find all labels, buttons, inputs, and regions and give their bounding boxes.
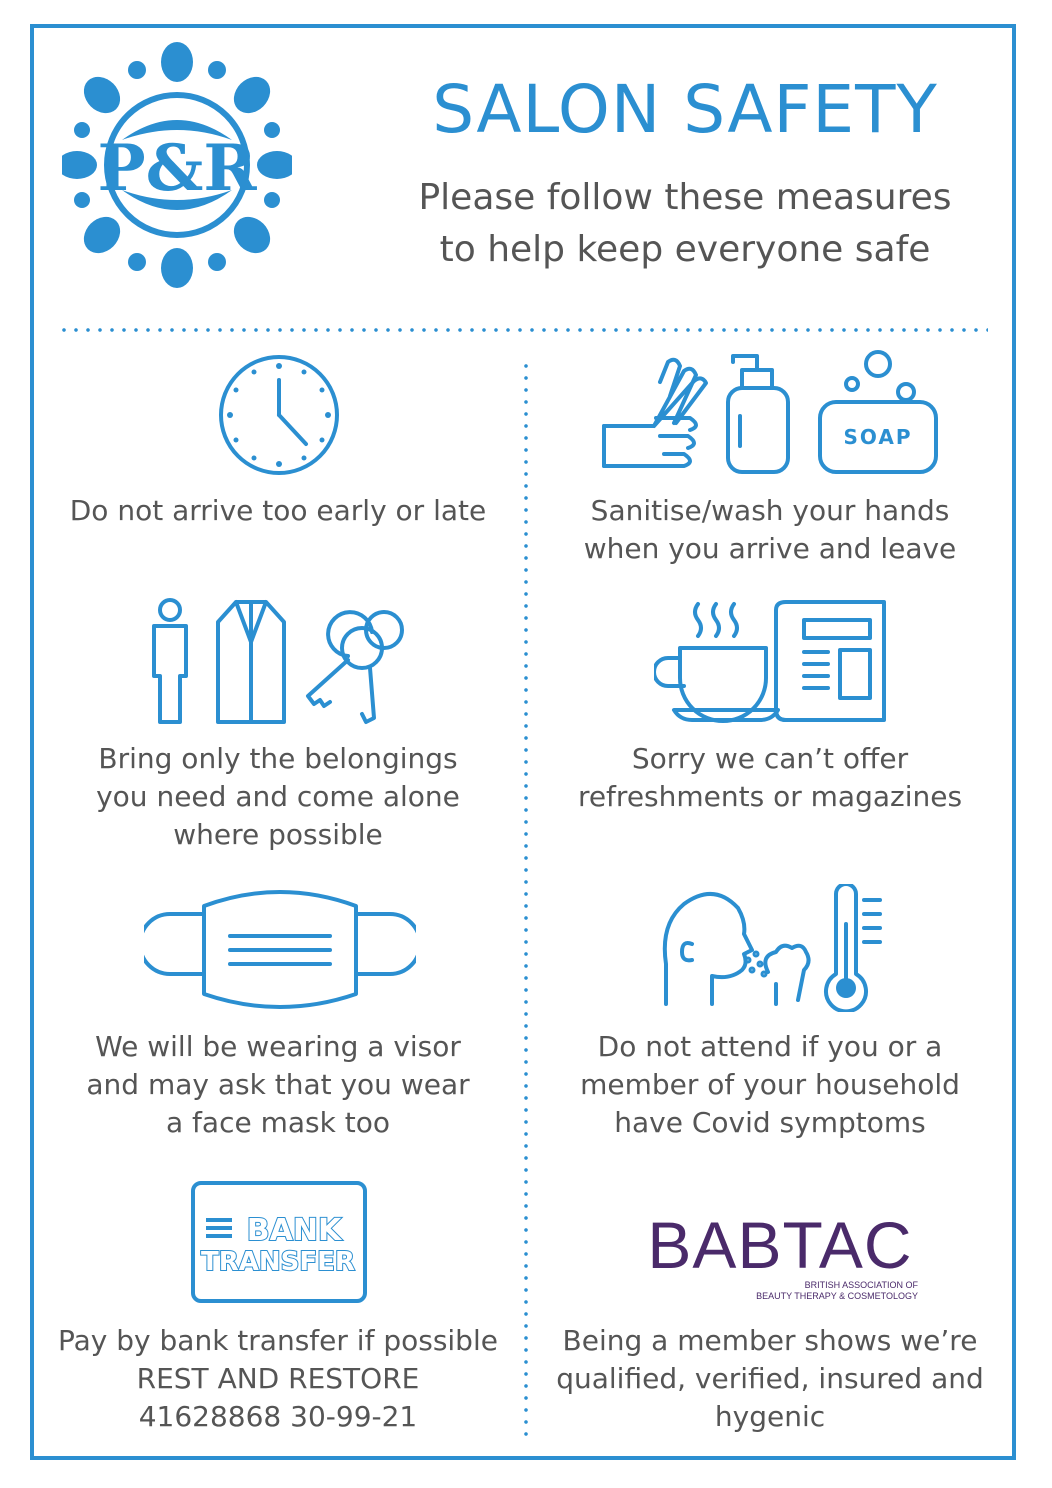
caption-line: REST AND RESTORE: [136, 1362, 420, 1395]
babtac-logo: BABTAC BRITISH ASSOCIATION OF BEAUTY THE…: [620, 1210, 940, 1310]
caption-line: We will be wearing a visor: [95, 1030, 461, 1063]
vertical-divider: [524, 360, 528, 1440]
caption-line: a face mask too: [166, 1106, 390, 1139]
floral-monogram-logo: P&R: [62, 42, 292, 288]
covid-symptoms-icon: [662, 884, 882, 1012]
caption-line: 41628868 30-99-21: [138, 1400, 418, 1433]
transfer-label: TRANSFER: [201, 1247, 355, 1277]
caption-line: member of your household: [580, 1068, 960, 1101]
caption-line: hygenic: [714, 1400, 826, 1433]
caption-line: have Covid symptoms: [614, 1106, 926, 1139]
coffee-magazine-icon: [654, 600, 886, 723]
subtitle-line: to help keep everyone safe: [439, 229, 931, 270]
soap-label: SOAP: [843, 425, 912, 449]
caption-covid: Do not attend if you or a member of your…: [540, 1028, 1000, 1142]
caption-line: where possible: [173, 818, 383, 851]
caption-line: Bring only the belongings: [98, 742, 458, 775]
babtac-line: BRITISH ASSOCIATION OF: [804, 1280, 918, 1290]
face-mask-icon: [144, 890, 416, 1009]
caption-line: you need and come alone: [96, 780, 460, 813]
caption-line: qualified, verified, insured and: [556, 1362, 984, 1395]
belongings-icon: [152, 598, 404, 724]
caption-refreshments: Sorry we can’t offer refreshments or mag…: [540, 740, 1000, 816]
caption-line: Being a member shows we’re: [562, 1324, 978, 1357]
subtitle-line: Please follow these measures: [418, 177, 952, 218]
clock-icon: [219, 355, 339, 475]
caption-line: Sanitise/wash your hands: [590, 494, 950, 527]
page-border: [30, 24, 1016, 1460]
bank-transfer-icon: BANK TRANSFER: [191, 1181, 367, 1303]
caption-arrive: Do not arrive too early or late: [48, 492, 508, 530]
caption-babtac: Being a member shows we’re qualified, ve…: [540, 1322, 1000, 1436]
caption-wash: Sanitise/wash your hands when you arrive…: [540, 492, 1000, 568]
caption-line: refreshments or magazines: [577, 780, 963, 813]
caption-line: Do not arrive too early or late: [69, 494, 487, 527]
caption-line: and may ask that you wear: [86, 1068, 470, 1101]
caption-line: Pay by bank transfer if possible: [58, 1324, 498, 1357]
caption-belongings: Bring only the belongings you need and c…: [48, 740, 508, 854]
page-title: SALON SAFETY: [432, 71, 938, 148]
logo-monogram: P&R: [97, 131, 257, 206]
caption-bank: Pay by bank transfer if possible REST AN…: [48, 1322, 508, 1436]
babtac-name: BABTAC: [647, 1208, 913, 1282]
babtac-line: BEAUTY THERAPY & COSMETOLOGY: [756, 1291, 918, 1301]
hand-wash-icon: SOAP: [602, 350, 938, 474]
page-subtitle: Please follow these measures to help kee…: [340, 172, 1030, 276]
caption-line: Do not attend if you or a: [597, 1030, 943, 1063]
caption-line: Sorry we can’t offer: [631, 742, 909, 775]
horizontal-divider: [58, 328, 988, 332]
caption-mask: We will be wearing a visor and may ask t…: [48, 1028, 508, 1142]
caption-line: when you arrive and leave: [583, 532, 957, 565]
bank-label: BANK: [247, 1213, 343, 1248]
